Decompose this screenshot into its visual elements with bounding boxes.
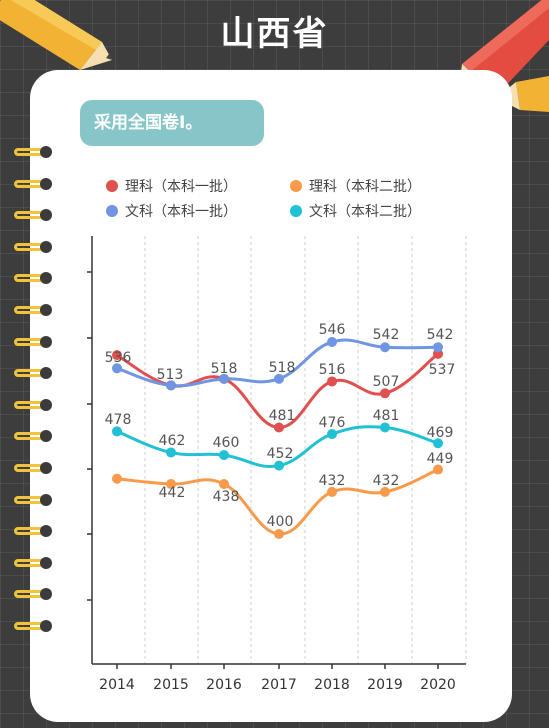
legend-item-wen-er: 文科（本科二批） <box>290 201 421 221</box>
data-point <box>327 376 337 387</box>
data-point <box>380 388 390 399</box>
data-label: 469 <box>427 425 454 441</box>
x-tick-label: 2018 <box>314 677 350 693</box>
spiral-ring <box>14 620 56 632</box>
spiral-ring <box>14 493 56 506</box>
data-label: 481 <box>269 408 296 424</box>
data-label: 449 <box>427 451 454 467</box>
spiral-ring <box>14 556 56 569</box>
data-point <box>166 380 176 391</box>
data-point <box>380 342 390 353</box>
x-tick-label: 2016 <box>206 677 242 693</box>
data-point <box>274 373 284 384</box>
data-label: 481 <box>373 408 400 424</box>
data-label: 400 <box>267 514 294 530</box>
spiral-ring <box>14 335 56 348</box>
data-point <box>433 438 443 449</box>
data-label: 518 <box>269 360 296 376</box>
legend-swatch <box>106 180 118 192</box>
legend-item-wen-yi: 文科（本科一批） <box>106 201 237 221</box>
data-point <box>274 422 284 433</box>
spiral-ring <box>14 304 56 316</box>
spiral-ring <box>14 272 56 285</box>
data-point <box>219 373 229 384</box>
data-point <box>327 429 337 440</box>
data-point <box>219 450 229 461</box>
x-tick-label: 2017 <box>261 677 297 693</box>
page-title: 山西省 <box>220 14 329 54</box>
data-point <box>112 363 122 374</box>
spiral-ring <box>14 209 56 222</box>
data-point <box>433 464 443 475</box>
data-label: 476 <box>319 415 346 431</box>
x-tick-label: 2020 <box>420 677 456 693</box>
legend-swatch <box>290 180 302 192</box>
data-point <box>166 479 176 490</box>
data-point <box>112 350 122 361</box>
data-label: 442 <box>159 485 186 501</box>
spiral-ring <box>14 146 56 158</box>
legend-swatch <box>290 205 302 217</box>
data-point <box>380 486 390 497</box>
data-point <box>274 460 284 471</box>
info-tag: 采用全国卷Ⅰ。 <box>80 100 264 146</box>
data-point <box>380 422 390 433</box>
data-point <box>112 426 122 437</box>
legend-label: 文科（本科一批） <box>125 204 237 220</box>
chart-card <box>30 70 512 722</box>
spiral-ring <box>14 588 56 601</box>
spiral-ring <box>14 462 56 474</box>
data-label: 542 <box>427 327 454 343</box>
data-label: 460 <box>213 435 240 451</box>
data-label: 542 <box>373 327 400 343</box>
data-point <box>112 473 122 484</box>
pencil-icon <box>0 0 112 70</box>
data-point <box>219 479 229 490</box>
x-tick-label: 2014 <box>99 677 135 693</box>
legend-swatch <box>106 205 118 217</box>
data-point <box>433 342 443 353</box>
data-point <box>327 337 337 347</box>
data-label: 438 <box>213 489 240 505</box>
spiral-ring <box>14 367 56 380</box>
x-tick-label: 2015 <box>153 677 189 693</box>
legend-label: 理科（本科二批） <box>309 179 421 195</box>
legend-item-li-er: 理科（本科二批） <box>290 176 421 196</box>
legend-item-li-yi: 理科（本科一批） <box>106 176 237 196</box>
data-label: 536 <box>105 350 132 366</box>
data-label: 546 <box>319 322 346 338</box>
data-label: 537 <box>429 362 456 378</box>
spiral-ring <box>14 525 56 538</box>
data-label: 478 <box>105 412 132 428</box>
data-label: 462 <box>159 433 186 449</box>
x-tick-label: 2019 <box>367 677 403 693</box>
data-label: 452 <box>267 446 294 462</box>
spiral-ring <box>14 177 56 190</box>
data-point <box>327 486 337 497</box>
data-point <box>274 529 284 539</box>
spiral-ring <box>14 240 56 253</box>
legend-label: 文科（本科二批） <box>309 204 421 220</box>
data-label: 518 <box>211 361 238 377</box>
legend-label: 理科（本科一批） <box>125 179 237 195</box>
data-label: 432 <box>373 473 400 489</box>
data-label: 432 <box>319 473 346 489</box>
data-point <box>166 447 176 458</box>
spiral-ring <box>14 398 56 411</box>
data-label: 513 <box>157 367 184 383</box>
data-label: 507 <box>373 374 400 390</box>
data-label: 516 <box>319 362 346 378</box>
spiral-ring <box>14 430 56 443</box>
